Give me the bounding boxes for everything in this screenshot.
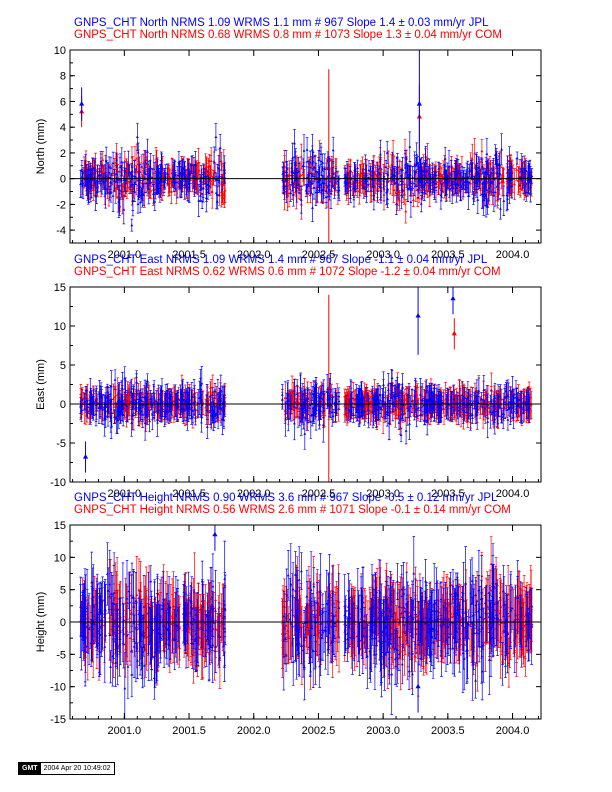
x-tick-label: 2002.0 — [237, 488, 271, 500]
timestamp: 2004 Apr 20 10:49:02 — [40, 763, 114, 774]
x-tick-label: 2003.5 — [431, 725, 465, 737]
x-tick-label: 2002.0 — [237, 249, 271, 261]
header-east-jpl: GNPS_CHT East NRMS 1.09 WRMS 1.4 mm # 96… — [74, 254, 488, 266]
x-tick-label: 2001.0 — [108, 725, 142, 737]
y-tick-label: -10 — [50, 477, 66, 489]
x-tick-label: 2003.5 — [431, 488, 465, 500]
x-tick-label: 2003.5 — [431, 249, 465, 261]
y-tick-label: 0 — [60, 617, 66, 629]
outlier-point-jpl-0 — [212, 531, 218, 537]
outlier-point-jpl-0 — [415, 312, 421, 318]
y-tick-label: 0 — [60, 174, 66, 186]
gmt-timestamp-stamp: GMT 2004 Apr 20 10:49:02 — [18, 762, 115, 775]
plot-frame — [69, 49, 542, 244]
outlier-point-jpl-2 — [82, 454, 89, 459]
error-bars-com — [79, 536, 534, 697]
y-tick-label: -5 — [56, 438, 66, 450]
x-tick-label: 2004.0 — [496, 488, 530, 500]
header-north-jpl: GNPS_CHT North NRMS 1.09 WRMS 1.1 mm # 9… — [74, 17, 489, 29]
series-jpl-north — [79, 50, 534, 232]
y-tick-label: 2 — [60, 148, 66, 160]
series-jpl-east — [79, 287, 531, 473]
y-axis-title: North (mm) — [35, 119, 47, 175]
y-tick-label: -5 — [56, 649, 66, 661]
header-east-com: GNPS_CHT East NRMS 0.62 WRMS 0.6 mm # 10… — [74, 266, 501, 278]
series-jpl-height — [79, 525, 534, 719]
gmt-logo: GMT — [19, 763, 41, 774]
data-layer-height — [79, 525, 534, 719]
y-tick-label: 10 — [54, 552, 66, 564]
y-tick-label: 10 — [54, 321, 66, 333]
outlier-point-com-1 — [451, 330, 457, 336]
header-height-jpl: GNPS_CHT Height NRMS 0.90 WRMS 3.6 mm # … — [74, 492, 498, 504]
data-layer-north — [79, 50, 534, 243]
y-axis-title: Height (mm) — [35, 592, 47, 653]
outlier-point-jpl-1 — [450, 295, 456, 301]
x-tick-label: 2003.0 — [366, 725, 400, 737]
y-tick-label: 5 — [60, 585, 66, 597]
y-tick-label: 5 — [60, 360, 66, 372]
x-tick-label: 2002.5 — [302, 249, 336, 261]
y-tick-label: 0 — [60, 399, 66, 411]
y-tick-label: 10 — [54, 45, 66, 57]
y-tick-label: 4 — [60, 122, 66, 134]
y-tick-label: -4 — [56, 225, 66, 237]
y-tick-label: 8 — [60, 71, 66, 83]
x-tick-label: 2004.0 — [496, 249, 530, 261]
panel-height: GNPS_CHT Height NRMS 0.90 WRMS 3.6 mm # … — [35, 492, 542, 737]
y-tick-label: 15 — [54, 282, 66, 294]
x-tick-label: 2001.0 — [108, 488, 142, 500]
outlier-point-jpl-1 — [416, 101, 422, 106]
x-tick-label: 2001.5 — [172, 488, 206, 500]
y-axis-title: East (mm) — [35, 359, 47, 410]
x-tick-label: 2003.0 — [366, 249, 400, 261]
y-tick-label: 6 — [60, 96, 66, 108]
x-tick-label: 2002.5 — [302, 725, 336, 737]
x-tick-label: 2001.5 — [172, 249, 206, 261]
panel-east: GNPS_CHT East NRMS 1.09 WRMS 1.4 mm # 96… — [35, 254, 542, 500]
panel-north: GNPS_CHT North NRMS 1.09 WRMS 1.1 mm # 9… — [35, 17, 542, 261]
y-tick-label: -15 — [50, 714, 66, 726]
data-layer-east — [79, 287, 533, 482]
x-tick-label: 2004.0 — [496, 725, 530, 737]
series-com-north — [79, 69, 533, 243]
y-tick-label: -10 — [50, 682, 66, 694]
y-tick-label: 15 — [54, 520, 66, 532]
x-tick-label: 2003.0 — [366, 488, 400, 500]
outlier-point-jpl-1 — [415, 683, 421, 689]
x-tick-label: 2001.5 — [172, 725, 206, 737]
y-tick-label: -2 — [56, 199, 66, 211]
x-tick-label: 2001.0 — [108, 249, 142, 261]
series-com-height — [79, 536, 534, 697]
header-height-com: GNPS_CHT Height NRMS 0.56 WRMS 2.6 mm # … — [74, 504, 511, 516]
x-tick-label: 2002.0 — [237, 725, 271, 737]
x-tick-label: 2002.5 — [302, 488, 336, 500]
header-north-com: GNPS_CHT North NRMS 0.68 WRMS 0.8 mm # 1… — [74, 29, 502, 41]
points-jpl — [79, 376, 531, 436]
outlier-point-jpl-0 — [79, 101, 85, 106]
